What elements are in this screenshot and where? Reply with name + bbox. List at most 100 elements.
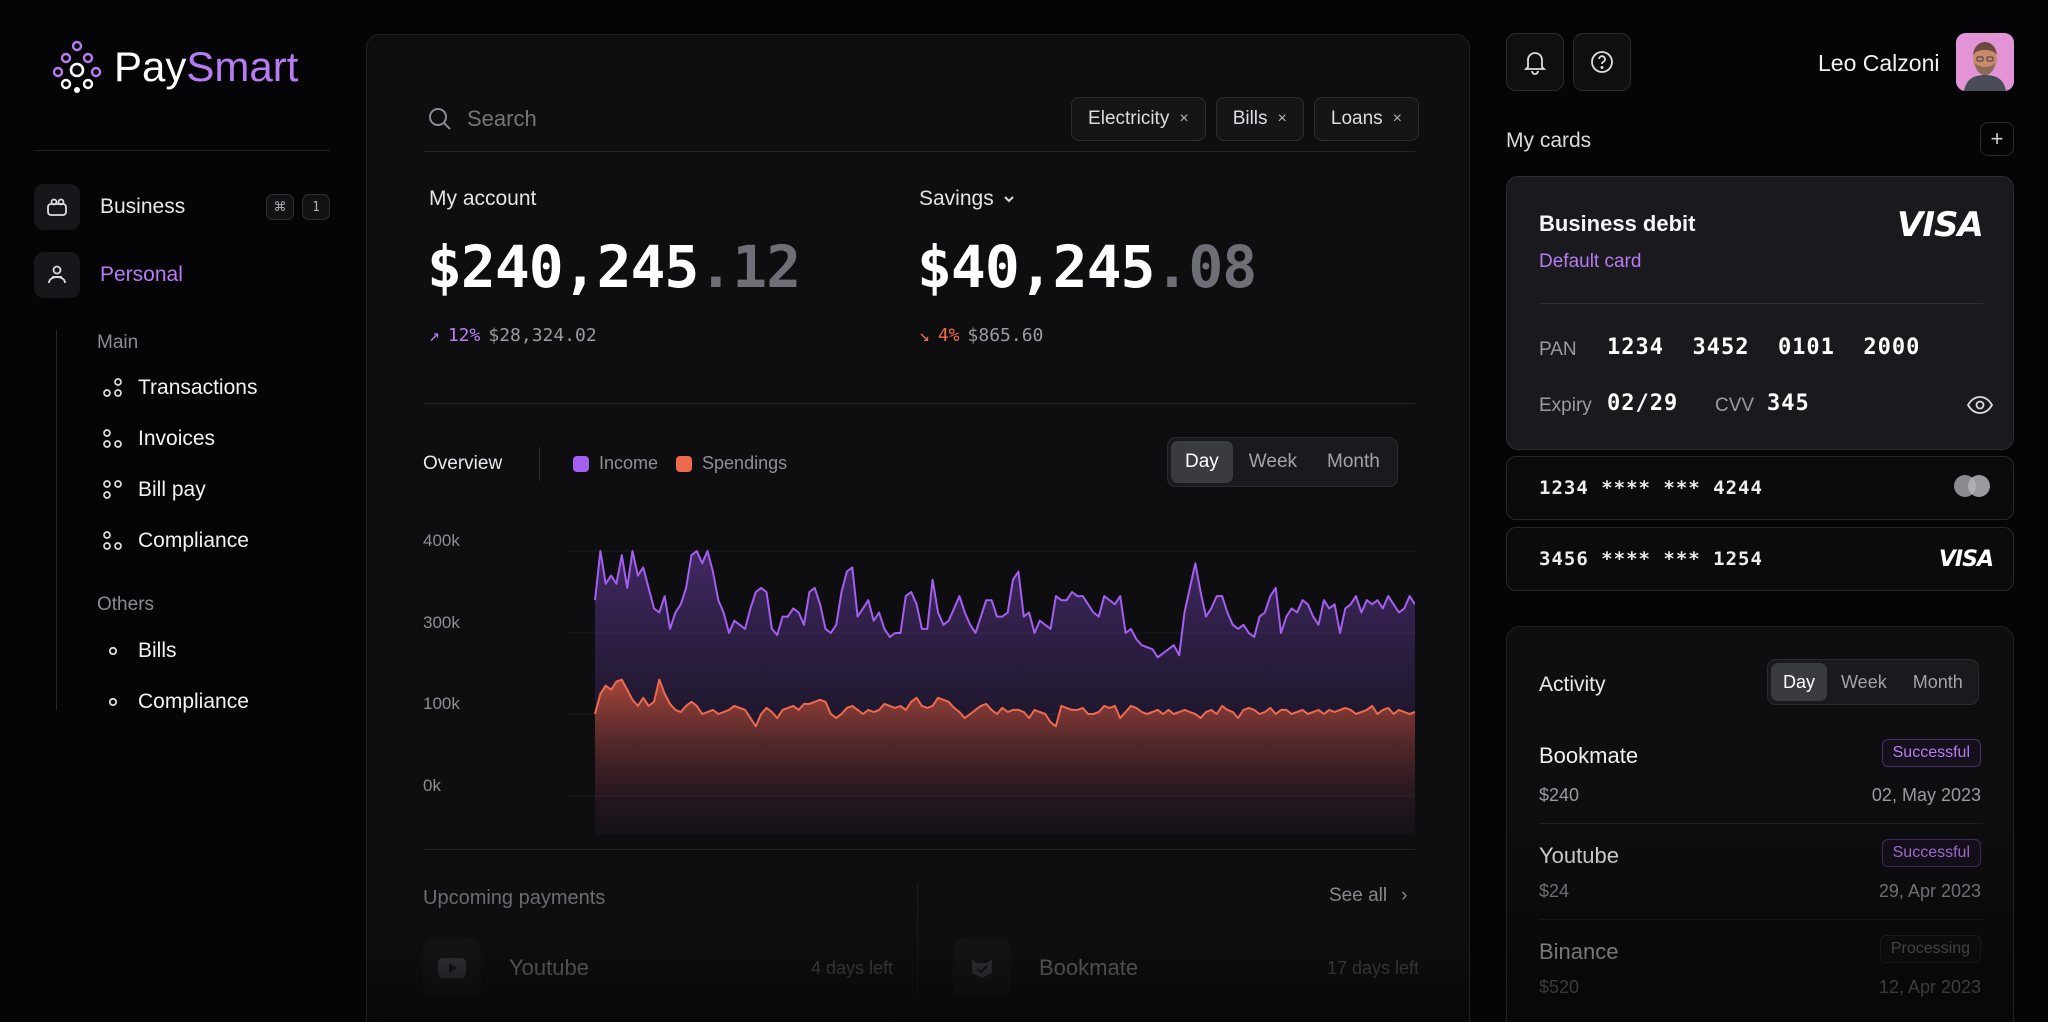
my-account-label: My account [429,187,537,210]
range-week-button[interactable]: Week [1841,671,1887,692]
chevron-down-icon [1004,196,1014,203]
upcoming-due: 4 days left [810,957,893,978]
shortcut-key: ⌘ [266,194,294,220]
upcoming-due: 17 days left [1326,957,1419,978]
overview-title: Overview [423,453,503,474]
expiry-value: 02/29 [1607,391,1679,416]
eye-icon[interactable] [1966,395,1994,420]
card-number: 3456 **** *** 1254 [1539,548,1763,570]
sidebar-item-compliance-others[interactable]: Compliance [102,690,249,714]
range-day-button[interactable]: Day [1171,441,1233,483]
user-name[interactable]: Leo Calzoni [1818,50,1940,76]
divider [917,883,918,1022]
sidebar-item-label: Bills [138,639,177,662]
dot-icon [108,646,118,656]
chip-label: Loans [1330,108,1383,129]
activity-item-name[interactable]: Binance [1539,939,1619,964]
arrow-down-icon: ↘ [919,325,930,346]
status-badge: Successful [1881,839,1981,867]
dots-icon [103,429,122,448]
dot-icon [108,697,118,707]
upcoming-item[interactable]: Bookmate 17 days left [953,939,1419,997]
range-toggle: Day Week Month [1167,437,1398,487]
sidebar-item-label: Bill pay [138,478,206,501]
legend-swatch-spendings [676,455,693,472]
sidebar-item-transactions[interactable]: Transactions [102,376,257,400]
pan-label: PAN [1539,339,1577,360]
card-row[interactable]: 1234 **** *** 4244 [1506,456,2014,520]
activity-item-name[interactable]: Youtube [1539,843,1619,868]
tree-line [56,330,57,710]
divider [539,447,540,481]
legend-label: Spendings [702,453,788,473]
main-panel: Electricity × Bills × Loans × My account $2… [366,34,1470,1022]
upcoming-item[interactable]: Youtube 4 days left [423,939,893,997]
help-button[interactable] [1573,33,1631,91]
series-line-income [594,550,1415,659]
close-icon[interactable]: × [1277,110,1287,127]
pan-value: 1234 3452 0101 2000 [1607,335,1921,360]
see-all-link[interactable]: See all › [1329,885,1408,906]
sidebar-item-label: Personal [100,263,183,286]
sidebar-item-invoices[interactable]: Invoices [102,427,215,451]
range-month-button[interactable]: Month [1327,451,1380,472]
shortcut-key: 1 [302,194,330,220]
card-business-debit[interactable]: Business debit Default card VISA PAN 123… [1506,176,2014,450]
chart-legend: Income Spendings [573,453,787,474]
plus-icon: + [1990,126,2004,151]
range-month-button[interactable]: Month [1912,671,1963,692]
activity-item-amount: $240 [1539,785,1580,805]
chip-label: Electricity [1088,108,1170,129]
upcoming-title: Upcoming payments [423,887,606,909]
search-input[interactable] [467,106,767,132]
range-week-button[interactable]: Week [1248,451,1298,472]
bookmate-icon [953,939,1011,997]
card-number: 1234 **** *** 4244 [1539,477,1763,499]
savings-change: ↘ 4% $865.60 [919,325,1044,346]
group-label-others: Others [97,594,155,615]
add-card-button[interactable]: + [1980,122,2014,156]
divider [423,849,1415,850]
filter-chip-electricity[interactable]: Electricity × [1071,97,1206,141]
card-row[interactable]: 3456 **** *** 1254 VISA [1506,527,2014,591]
close-icon[interactable]: × [1392,110,1402,127]
notifications-button[interactable] [1506,33,1564,91]
upcoming-name: Youtube [509,955,589,980]
brand-logo[interactable]: PaySmart [52,40,298,94]
sidebar-item-personal[interactable]: Personal [34,252,183,298]
overview-chart [569,550,1415,835]
sidebar-item-bill-pay[interactable]: Bill pay [102,478,206,502]
cvv-label: CVV [1715,395,1755,416]
divider [1539,303,1983,304]
activity-panel: Activity Day Week Month Bookmate Success… [1506,626,2014,1022]
activity-title: Activity [1539,673,1606,696]
sidebar-item-business[interactable]: Business ⌘ 1 [34,184,330,230]
range-day-button[interactable]: Day [1771,663,1828,701]
filter-chip-loans[interactable]: Loans × [1313,97,1419,141]
divider [1539,823,1983,824]
filter-chip-bills[interactable]: Bills × [1215,97,1304,141]
activity-item-name[interactable]: Bookmate [1539,743,1639,768]
logo-icon [52,40,102,93]
sidebar-divider [34,150,330,151]
y-tick-label: 300k [423,613,460,632]
divider [1539,919,1983,920]
activity-item-date: 29, Apr 2023 [1878,881,1981,901]
sidebar-item-compliance[interactable]: Compliance [102,529,249,553]
close-icon[interactable]: × [1179,110,1189,127]
person-icon [34,252,80,298]
chip-label: Bills [1232,108,1268,129]
divider [423,151,1415,152]
expiry-label: Expiry [1539,395,1592,416]
savings-dropdown[interactable]: Savings [919,187,1016,211]
sidebar-item-label: Compliance [138,529,249,552]
card-default-label: Default card [1539,251,1642,272]
arrow-up-icon: ↗ [429,325,440,346]
activity-item-amount: $24 [1539,881,1570,901]
my-account-change: ↗ 12% $28,324.02 [429,325,597,346]
sidebar-item-bills[interactable]: Bills [102,639,177,663]
activity-range-toggle: Day Week Month [1767,659,1979,705]
business-icon [34,184,80,230]
avatar[interactable] [1956,33,2014,91]
dots-icon [103,531,122,550]
